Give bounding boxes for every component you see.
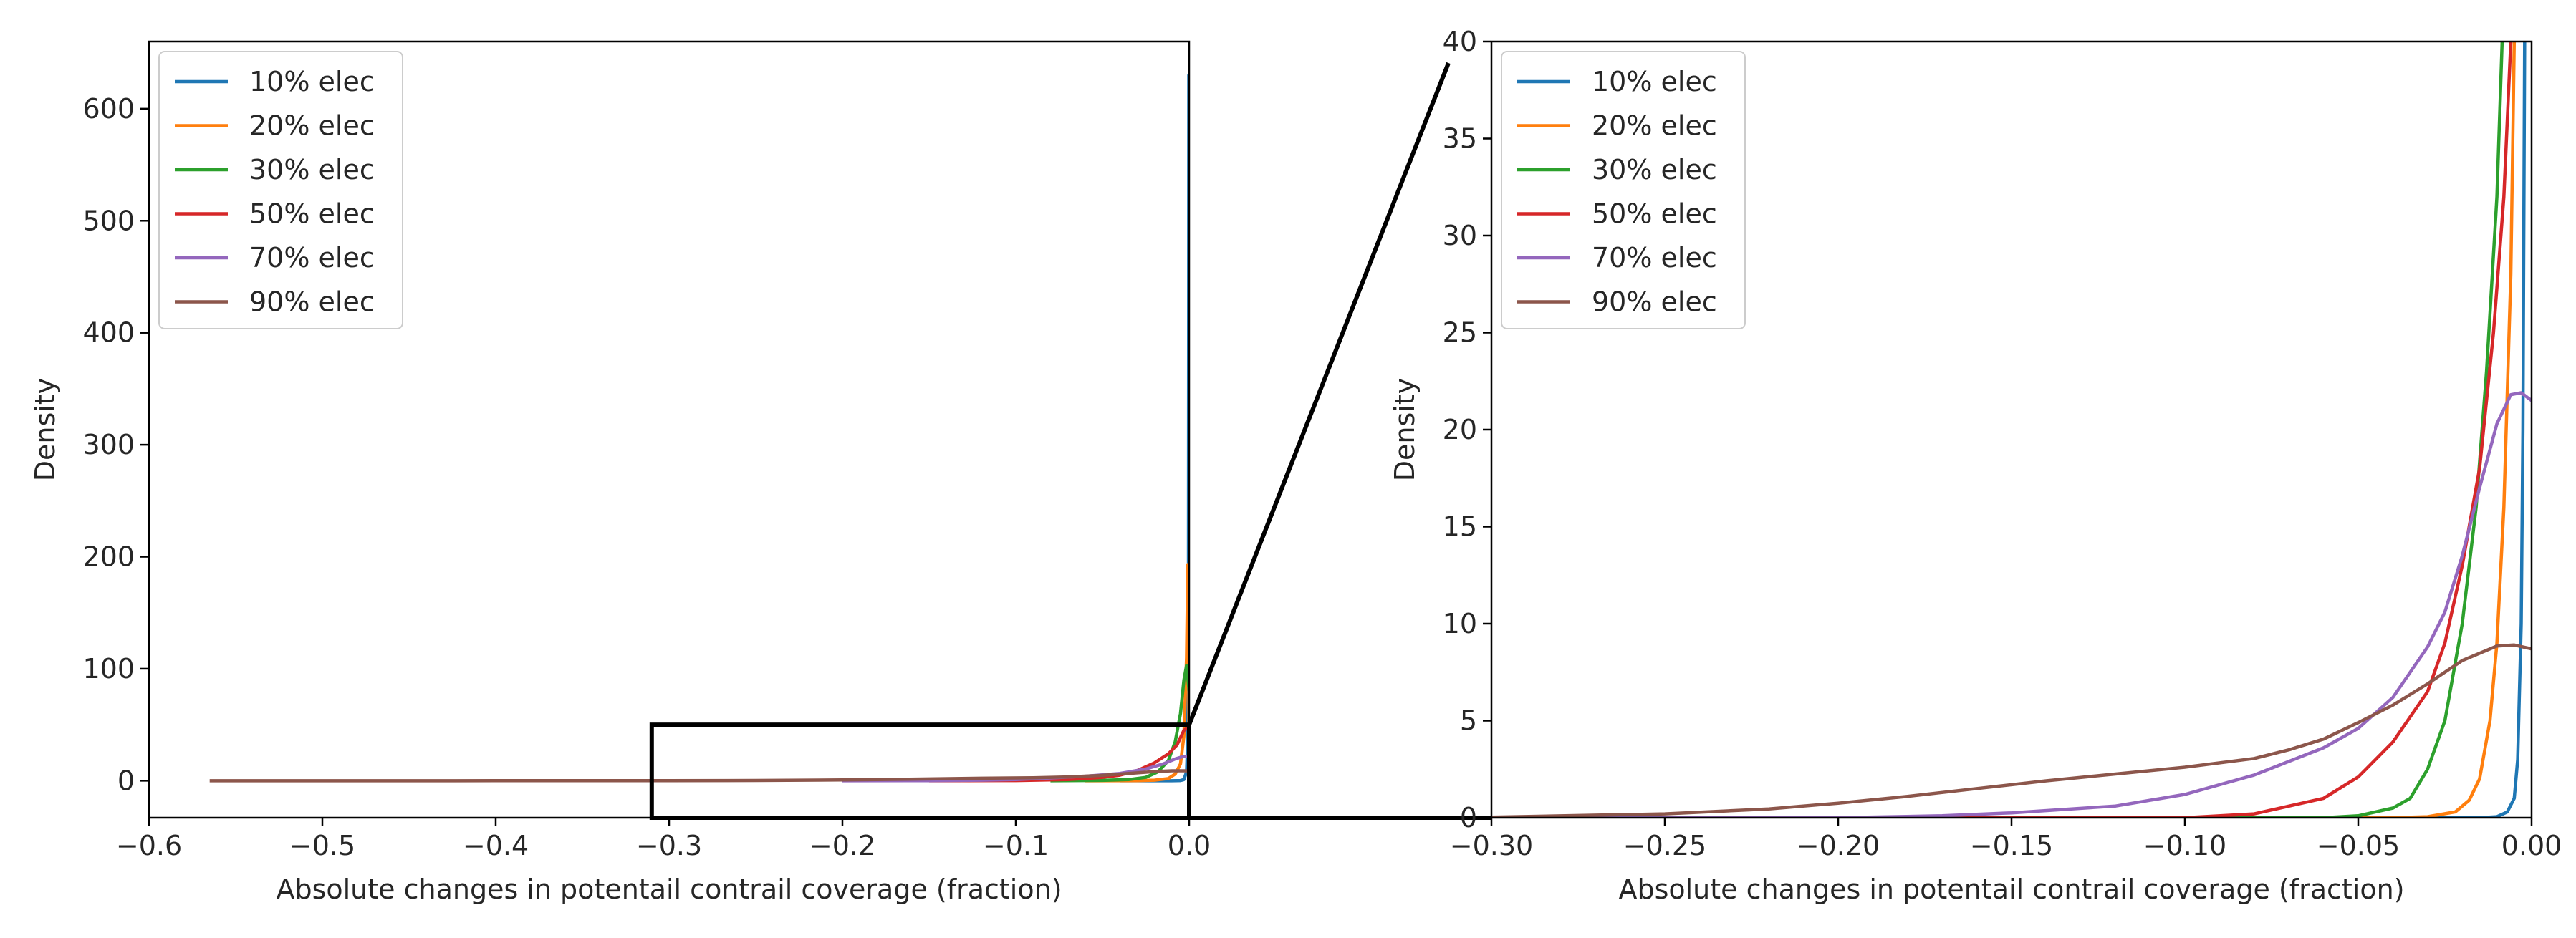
legend-label: 20% elec [249,110,375,142]
x-tick-label: 0.0 [1168,830,1211,861]
zoom-connectors [1187,62,1491,820]
y-tick-label: 500 [82,205,135,236]
x-tick-label: −0.4 [463,830,529,861]
legend: 10% elec 20% elec 30% elec 50% elec 70% elec… [1501,51,1746,329]
legend-label: 90% elec [249,286,375,318]
legend: 10% elec 20% elec 30% elec 50% elec 70% elec… [158,51,403,329]
legend-label: 50% elec [1592,198,1717,230]
legend-label: 30% elec [1592,154,1717,185]
x-tick-label: −0.25 [1623,830,1706,861]
y-tick-label: 100 [82,653,135,685]
y-tick-label: 10 [1443,608,1477,639]
x-tick-label: −0.2 [809,830,875,861]
x-tick-label: −0.3 [636,830,702,861]
y-tick-label: 40 [1443,26,1477,57]
series-line [1491,643,2532,818]
x-tick-label: −0.30 [1450,830,1533,861]
x-tick-label: −0.5 [289,830,355,861]
y-tick-label: 20 [1443,414,1477,445]
y-axis-label: Density [29,378,61,481]
series-line [209,769,1189,783]
y-tick-label: 35 [1443,123,1477,155]
x-tick-label: −0.15 [1970,830,2053,861]
y-tick-label: 200 [82,541,135,573]
y-tick-label: 5 [1460,705,1477,737]
axis-ticks: −0.6 −0.5 −0.4 −0.3 −0.2 −0.1 0.0 0 100 200 300 400… [82,93,1211,861]
zoom-connector-top [1187,62,1451,726]
y-tick-label: 30 [1443,220,1477,251]
right-chart-panel: −0.30 −0.25 −0.20 −0.15 −0.10 −0.05 0.00 0 5 10 15… [1389,26,2562,905]
y-tick-label: 25 [1443,317,1477,349]
y-tick-label: 300 [82,429,135,460]
x-tick-label: 0.00 [2501,830,2562,861]
y-tick-label: 0 [117,765,135,796]
y-tick-label: 400 [82,317,135,349]
left-chart-panel: −0.6 −0.5 −0.4 −0.3 −0.2 −0.1 0.0 0 100 200 300 400… [29,40,1211,905]
series-line [1085,563,1189,783]
legend-label: 90% elec [1592,286,1717,318]
x-axis-label: Absolute changes in potentail contrail c… [276,874,1062,905]
y-tick-label: 15 [1443,511,1477,543]
y-axis-label: Density [1389,378,1421,481]
legend-label: 30% elec [249,154,375,185]
legend-label: 70% elec [1592,242,1717,274]
y-tick-label: 0 [1460,802,1477,833]
legend-label: 20% elec [1592,110,1717,142]
x-axis-label: Absolute changes in potentail contrail c… [1618,874,2404,905]
legend-label: 50% elec [249,198,375,230]
series-line [1491,42,2513,818]
x-tick-label: −0.1 [983,830,1049,861]
x-tick-label: −0.10 [2143,830,2226,861]
series-line [1491,42,2504,818]
legend-label: 10% elec [1592,66,1717,97]
axis-ticks: −0.30 −0.25 −0.20 −0.15 −0.10 −0.05 0.00 0 5 10 15… [1443,26,2562,861]
x-tick-label: −0.6 [116,830,182,861]
legend-label: 70% elec [249,242,375,274]
y-tick-label: 600 [82,93,135,125]
legend-label: 10% elec [249,66,375,97]
x-tick-label: −0.05 [2317,830,2400,861]
x-tick-label: −0.20 [1797,830,1880,861]
